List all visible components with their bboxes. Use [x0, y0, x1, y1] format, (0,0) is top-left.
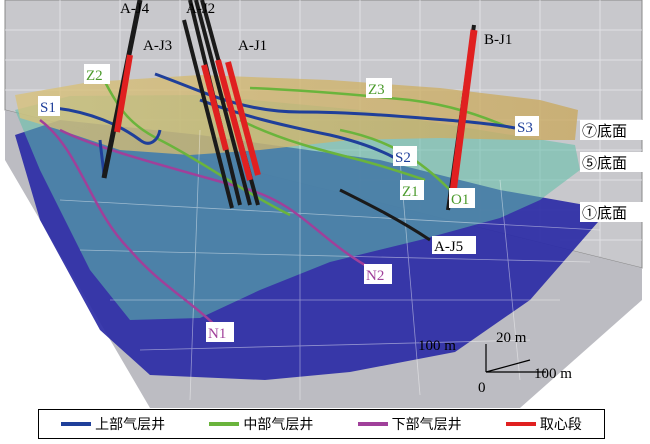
label-A-J5: A-J5	[434, 239, 463, 255]
label-box-A-J5	[432, 236, 476, 254]
scale-label-origin: 0	[478, 380, 486, 396]
scale-label-z: 20 m	[496, 330, 527, 346]
label-box-S3	[515, 116, 539, 136]
legend-item-core: 取心段	[505, 414, 582, 434]
scale-label-y: 100 m	[534, 366, 572, 382]
label-box-horizon-7	[580, 120, 644, 140]
well-path-N1	[39, 119, 221, 331]
legend-item-middle: 中部气层井	[209, 414, 313, 434]
label-A-J4: A-J4	[120, 1, 150, 17]
label-box-S2	[393, 146, 417, 166]
horizon-7-surface	[15, 75, 578, 155]
label-S2: S2	[395, 150, 411, 166]
legend-swatch-lower	[357, 422, 388, 426]
well-A-J4	[101, 0, 143, 179]
label-box-O1	[449, 188, 475, 208]
label-A-J1: A-J1	[238, 38, 267, 54]
legend-item-upper: 上部气层井	[61, 414, 165, 434]
label-B-J1: B-J1	[484, 32, 512, 48]
label-box-horizon-5	[580, 152, 644, 172]
well-A-J3	[182, 19, 234, 209]
label-box-horizon-1	[580, 202, 644, 222]
scale-bar	[485, 344, 546, 373]
well-A-J1	[215, 59, 261, 181]
legend-swatch-core	[505, 422, 536, 426]
legend-swatch-middle	[209, 422, 240, 426]
legend-label-lower: 下部气层井	[391, 417, 462, 433]
label-A-J3: A-J3	[143, 38, 172, 54]
label-box-S1	[38, 96, 60, 116]
label-A-J2: A-J2	[186, 1, 215, 17]
legend: 上部气层井 中部气层井 下部气层井 取心段	[38, 409, 605, 439]
label-N2: N2	[366, 268, 384, 284]
legend-swatch-upper	[61, 422, 92, 426]
label-N1: N1	[208, 326, 226, 342]
well-path-Z1	[239, 118, 426, 182]
label-O1: O1	[451, 192, 469, 208]
well-path-Z3	[249, 86, 511, 130]
scale-label-x: 100 m	[418, 338, 456, 354]
legend-label-upper: 上部气层井	[95, 417, 166, 433]
label-Z2: Z2	[86, 68, 103, 84]
label-Z3: Z3	[368, 82, 385, 98]
well-path-N2	[59, 128, 371, 270]
label-S1: S1	[40, 100, 56, 116]
label-Z1: Z1	[402, 184, 419, 200]
label-horizon-5: ⑤底面	[582, 155, 627, 172]
legend-item-lower: 下部气层井	[357, 414, 462, 434]
label-S3: S3	[517, 120, 533, 136]
label-box-N1	[206, 322, 234, 342]
well-B-J1	[446, 24, 478, 211]
label-box-Z2	[84, 64, 110, 84]
legend-label-middle: 中部气层井	[243, 417, 314, 433]
label-box-Z3	[366, 78, 392, 98]
well-path-A-J5	[339, 188, 431, 242]
label-horizon-1: ①底面	[582, 205, 627, 222]
label-box-N2	[364, 264, 392, 284]
label-horizon-7: ⑦底面	[582, 123, 627, 140]
label-box-Z1	[400, 180, 424, 200]
legend-label-core: 取心段	[539, 417, 582, 433]
